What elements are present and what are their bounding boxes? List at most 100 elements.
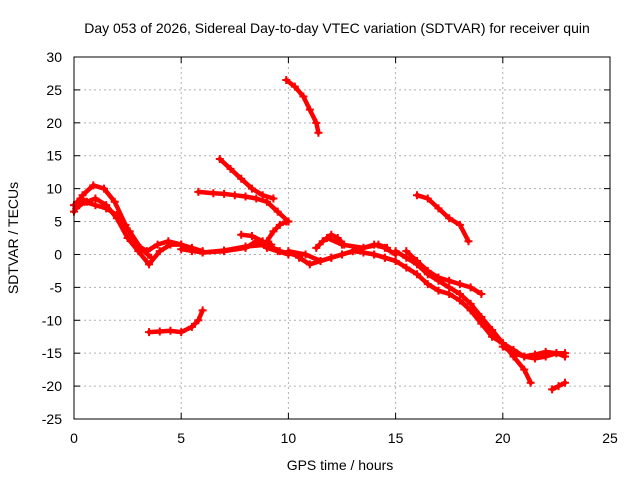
y-tick-label: 20 bbox=[46, 115, 62, 131]
data-point-arc-17 bbox=[413, 270, 422, 279]
data-point-arc-8 bbox=[237, 174, 246, 183]
data-point-arc-11 bbox=[314, 128, 323, 137]
data-point-arc-2 bbox=[78, 191, 87, 200]
data-point-arc-17 bbox=[477, 319, 486, 328]
data-point-arc-17 bbox=[445, 289, 454, 298]
data-point-arc-15 bbox=[374, 240, 383, 249]
data-point-arc-6 bbox=[220, 247, 229, 256]
y-tick-label: 5 bbox=[54, 214, 62, 230]
data-point-arc-18 bbox=[445, 276, 454, 285]
data-point-arc-12 bbox=[284, 247, 293, 256]
data-point-arc-18 bbox=[423, 266, 432, 275]
data-point-arc-13 bbox=[305, 260, 314, 269]
data-point-arc-11 bbox=[312, 118, 321, 127]
data-point-arc-19 bbox=[445, 214, 454, 223]
data-point-arc-19 bbox=[455, 220, 464, 229]
data-point-arc-6 bbox=[241, 243, 250, 252]
series-arc-10 bbox=[238, 232, 274, 247]
data-point-arc-8 bbox=[215, 155, 224, 164]
series-layer bbox=[70, 76, 569, 394]
data-point-arc-4 bbox=[194, 316, 203, 325]
data-point-arc-17 bbox=[370, 250, 379, 259]
data-point-arc-3 bbox=[136, 243, 145, 252]
data-point-arc-11 bbox=[299, 92, 308, 101]
x-axis-title: GPS time / hours bbox=[287, 457, 394, 473]
data-point-arc-21 bbox=[520, 352, 529, 361]
data-point-arc-15 bbox=[383, 243, 392, 252]
data-point-arc-11 bbox=[305, 105, 314, 114]
y-tick-label: 30 bbox=[46, 49, 62, 65]
data-point-arc-7 bbox=[194, 187, 203, 196]
data-point-arc-19 bbox=[434, 204, 443, 213]
data-point-arc-7 bbox=[252, 194, 261, 203]
data-point-arc-13 bbox=[316, 257, 325, 266]
data-point-arc-7 bbox=[273, 207, 282, 216]
data-point-arc-14 bbox=[327, 230, 336, 239]
data-point-arc-21 bbox=[560, 349, 569, 358]
data-point-arc-4 bbox=[198, 306, 207, 315]
data-point-arc-3 bbox=[125, 227, 134, 236]
data-point-arc-11 bbox=[290, 82, 299, 91]
y-tick-label: -20 bbox=[42, 378, 62, 394]
data-point-arc-20 bbox=[526, 378, 535, 387]
data-point-arc-2 bbox=[89, 181, 98, 190]
data-point-arc-13 bbox=[327, 253, 336, 262]
data-point-arc-7 bbox=[262, 197, 271, 206]
data-point-arc-10 bbox=[247, 232, 256, 241]
x-tick-label: 10 bbox=[281, 430, 297, 446]
data-point-arc-17 bbox=[380, 253, 389, 262]
data-point-arc-18 bbox=[466, 283, 475, 292]
x-tick-label: 25 bbox=[602, 430, 618, 446]
data-point-arc-3 bbox=[102, 204, 111, 213]
data-point-arc-15 bbox=[359, 243, 368, 252]
data-point-arc-9 bbox=[275, 220, 284, 229]
x-tick-label: 15 bbox=[388, 430, 404, 446]
data-point-arc-21 bbox=[498, 342, 507, 351]
data-point-arc-22 bbox=[548, 385, 557, 394]
data-point-arc-18 bbox=[434, 273, 443, 282]
data-point-arc-13 bbox=[338, 250, 346, 259]
data-point-arc-18 bbox=[455, 280, 464, 289]
data-point-arc-4 bbox=[155, 327, 164, 336]
labels-layer: Day 053 of 2026, Sidereal Day-to-day VTE… bbox=[5, 20, 590, 473]
axes-layer: 0 5 10 15 20 25 -25 -20 -15 -10 -5 0 5 10 15 20 25 30 bbox=[42, 49, 618, 446]
data-point-arc-21 bbox=[509, 349, 518, 358]
data-point-arc-14 bbox=[312, 243, 321, 252]
data-point-arc-6 bbox=[273, 247, 282, 256]
data-point-arc-2 bbox=[164, 237, 173, 246]
data-point-arc-9 bbox=[284, 217, 293, 226]
chart-title: Day 053 of 2026, Sidereal Day-to-day VTE… bbox=[84, 20, 590, 36]
data-point-arc-15 bbox=[322, 234, 331, 242]
y-tick-label: -5 bbox=[50, 279, 63, 295]
data-point-arc-17 bbox=[423, 280, 432, 289]
y-axis-title: SDTVAR / TECUs bbox=[5, 182, 21, 294]
data-point-arc-7 bbox=[220, 189, 229, 198]
data-point-arc-21 bbox=[530, 350, 539, 359]
data-point-arc-8 bbox=[269, 194, 278, 203]
y-tick-label: 10 bbox=[46, 181, 62, 197]
data-point-arc-7 bbox=[241, 192, 250, 201]
y-tick-label: 0 bbox=[54, 246, 62, 262]
y-tick-label: -10 bbox=[42, 312, 62, 328]
x-tick-label: 20 bbox=[495, 430, 511, 446]
data-point-arc-14 bbox=[318, 237, 327, 246]
data-point-arc-2 bbox=[110, 197, 119, 206]
data-point-arc-3 bbox=[112, 210, 121, 219]
data-point-arc-15 bbox=[338, 240, 346, 249]
data-point-arc-2 bbox=[100, 184, 109, 193]
data-point-arc-18 bbox=[413, 257, 422, 266]
data-point-arc-17 bbox=[402, 263, 411, 272]
data-point-arc-3 bbox=[91, 201, 100, 210]
data-point-arc-13 bbox=[295, 253, 304, 262]
data-point-arc-10 bbox=[258, 237, 267, 246]
data-point-arc-2 bbox=[153, 240, 162, 249]
data-point-arc-3 bbox=[80, 197, 89, 206]
data-point-arc-19 bbox=[464, 237, 473, 246]
y-tick-label: -25 bbox=[42, 411, 62, 427]
data-point-arc-8 bbox=[247, 184, 256, 193]
data-point-arc-10 bbox=[237, 230, 246, 239]
data-point-arc-11 bbox=[282, 76, 291, 85]
data-point-arc-5 bbox=[177, 245, 186, 254]
